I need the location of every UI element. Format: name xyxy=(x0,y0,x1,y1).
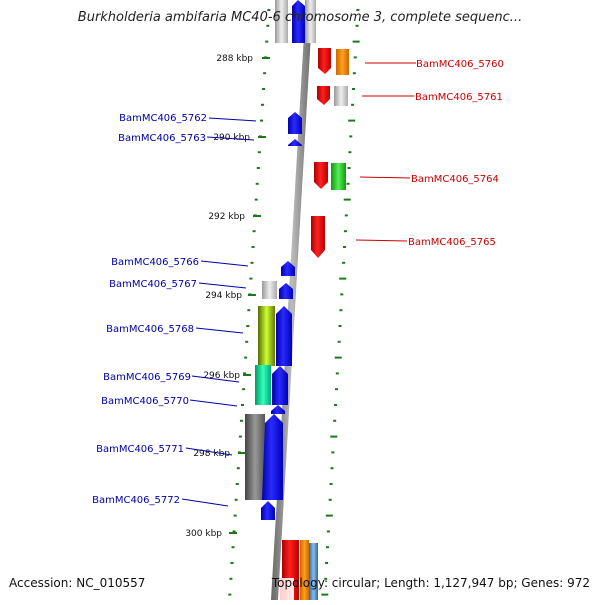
gene-BamMC406_5772[interactable] xyxy=(261,501,275,520)
gene-label-BamMC406_5765[interactable]: BamMC406_5765 xyxy=(408,237,496,248)
scale-tick-296: 296 kbp xyxy=(203,371,251,381)
label-leaders xyxy=(181,62,416,507)
gene-label-BamMC406_5766[interactable]: BamMC406_5766 xyxy=(111,257,199,268)
chromosome-backbone xyxy=(271,0,313,600)
map-title: Burkholderia ambifaria MC40-6 chromosome… xyxy=(77,10,523,25)
scale-label: 288 kbp xyxy=(216,54,253,64)
scale-axis: 288 kbp 290 kbp 292 kbp 294 kbp 296 kbp … xyxy=(185,54,270,539)
feature-teal-5769[interactable] xyxy=(255,365,271,405)
feature-lime-5768[interactable] xyxy=(258,306,275,366)
genome-summary: Topology: circular; Length: 1,127,947 bp… xyxy=(271,576,590,590)
feature-orange[interactable] xyxy=(336,49,349,75)
gene-label-BamMC406_5763[interactable]: BamMC406_5763 xyxy=(118,133,206,144)
gene-labels: BamMC406_5760 BamMC406_5761 BamMC406_576… xyxy=(92,59,504,506)
gene-BamMC406_5770[interactable] xyxy=(271,405,285,414)
gene-label-BamMC406_5772[interactable]: BamMC406_5772 xyxy=(92,495,180,506)
gene-BamMC406_5760[interactable] xyxy=(318,48,331,74)
feature-green[interactable] xyxy=(331,163,346,190)
scale-label: 296 kbp xyxy=(203,371,240,381)
gene-label-BamMC406_5769[interactable]: BamMC406_5769 xyxy=(103,372,191,383)
scale-tick-300: 300 kbp xyxy=(185,529,237,539)
gene-BamMC406_5769[interactable] xyxy=(272,366,288,405)
gene-BamMC406_5765[interactable] xyxy=(311,216,325,258)
inner-strand-features xyxy=(245,0,305,520)
feature-gray-5767[interactable] xyxy=(262,281,277,299)
gene-label-BamMC406_5762[interactable]: BamMC406_5762 xyxy=(119,113,207,124)
gene-BamMC406_5764[interactable] xyxy=(314,162,328,189)
outer-strand-features xyxy=(280,0,349,600)
accession-label: Accession: NC_010557 xyxy=(9,576,146,590)
scale-label: 290 kbp xyxy=(213,133,250,143)
scale-label: 292 kbp xyxy=(208,212,245,222)
feature-orange-bottom[interactable] xyxy=(300,540,309,600)
feature-unlabeled[interactable] xyxy=(305,0,316,43)
gene-label-BamMC406_5761[interactable]: BamMC406_5761 xyxy=(415,92,503,103)
gene-BamMC406_5762[interactable] xyxy=(288,112,302,134)
gene-label-BamMC406_5771[interactable]: BamMC406_5771 xyxy=(96,444,184,455)
scale-tick-290: 290 kbp xyxy=(213,133,266,143)
gene-label-BamMC406_5767[interactable]: BamMC406_5767 xyxy=(109,279,197,290)
gene-label-BamMC406_5760[interactable]: BamMC406_5760 xyxy=(416,59,504,70)
gene-BamMC406_5763[interactable] xyxy=(288,139,302,146)
feature-gray-top[interactable] xyxy=(275,0,288,43)
feature-dark-5771[interactable] xyxy=(245,414,265,500)
gene-label-BamMC406_5768[interactable]: BamMC406_5768 xyxy=(106,324,194,335)
gene-BamMC406_5768[interactable] xyxy=(276,306,292,366)
gene-BamMC406_5771[interactable] xyxy=(262,414,283,500)
gene-label-BamMC406_5770[interactable]: BamMC406_5770 xyxy=(101,396,189,407)
tick-rails xyxy=(228,9,360,596)
gene-label-BamMC406_5764[interactable]: BamMC406_5764 xyxy=(411,174,499,185)
scale-label: 298 kbp xyxy=(193,449,230,459)
feature-pink-bottom[interactable] xyxy=(280,578,294,600)
scale-tick-294: 294 kbp xyxy=(205,291,256,301)
scale-label: 294 kbp xyxy=(205,291,242,301)
scale-tick-298: 298 kbp xyxy=(193,449,246,459)
gene-BamMC406_5761[interactable] xyxy=(317,86,330,105)
gene-BamMC406_5767[interactable] xyxy=(279,283,293,299)
feature-gray[interactable] xyxy=(334,86,348,106)
gene-BamMC406_5766[interactable] xyxy=(281,261,295,276)
scale-tick-292: 292 kbp xyxy=(208,212,261,222)
feature-steel-bottom[interactable] xyxy=(309,543,318,600)
scale-tick-288: 288 kbp xyxy=(216,54,270,64)
feature-blue-top[interactable] xyxy=(292,0,305,43)
scale-label: 300 kbp xyxy=(185,529,222,539)
